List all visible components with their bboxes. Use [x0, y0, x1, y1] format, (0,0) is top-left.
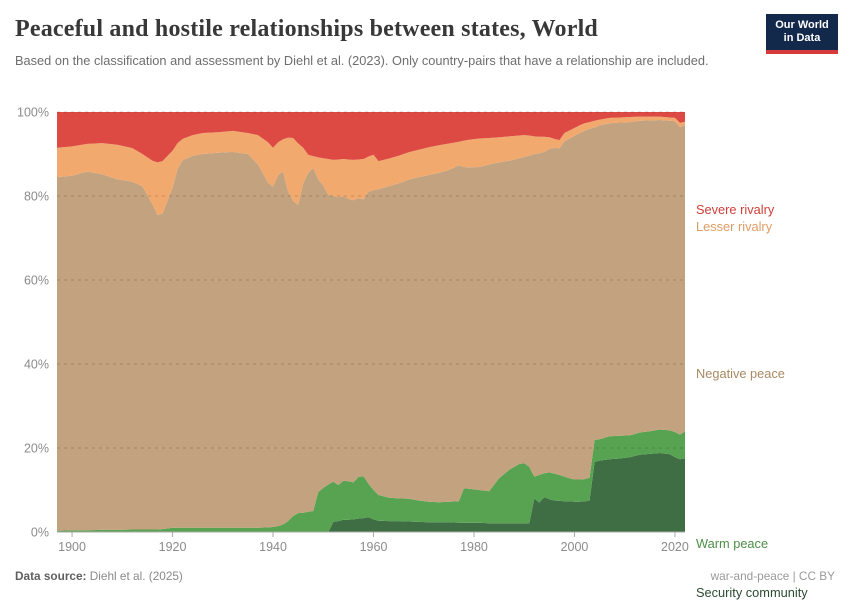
area-lesser-rivalry[interactable] [57, 116, 685, 215]
chart-footer: Data source: Diehl et al. (2025) war-and… [15, 569, 835, 583]
y-tick-label-20: 20% [24, 442, 49, 456]
area-negative-peace[interactable] [57, 120, 685, 531]
owid-logo-line2: in Data [783, 32, 821, 44]
x-tick-label-2000: 2000 [561, 540, 589, 554]
y-tick-label-100: 100% [17, 106, 49, 120]
x-tick-label-1920: 1920 [159, 540, 187, 554]
data-source-value: Diehl et al. (2025) [89, 569, 183, 583]
y-tick-label-0: 0% [31, 526, 49, 540]
owid-logo[interactable]: Our World in Data [766, 14, 838, 54]
series-label-security-community: Security community [696, 585, 808, 600]
area-severe-rivalry[interactable] [57, 112, 685, 163]
plot-canvas[interactable]: 0% 20% 40% 60% 80% 100% 1900 1920 1940 1960 1980 20… [17, 106, 689, 555]
license-note[interactable]: war-and-peace | CC BY [710, 569, 835, 583]
series-label-severe-rivalry: Severe rivalry [696, 202, 775, 217]
data-source-label: Data source: [15, 569, 87, 583]
chart-subtitle: Based on the classification and assessme… [15, 53, 709, 68]
y-tick-label-60: 60% [24, 274, 49, 288]
x-tick-label-2020: 2020 [661, 540, 689, 554]
x-tick-label-1980: 1980 [460, 540, 488, 554]
x-tick-label-1900: 1900 [58, 540, 86, 554]
area-security-community[interactable] [57, 453, 685, 532]
y-tick-label-40: 40% [24, 358, 49, 372]
page-title: Peaceful and hostile relationships betwe… [15, 16, 598, 42]
area-warm-peace[interactable] [57, 429, 685, 533]
series-label-warm-peace: Warm peace [696, 536, 769, 551]
owid-logo-line1: Our World [775, 19, 829, 31]
stacked-area-chart[interactable]: 0% 20% 40% 60% 80% 100% 1900 1920 1940 1960 1980 20… [0, 96, 850, 600]
y-tick-label-80: 80% [24, 190, 49, 204]
x-tick-label-1960: 1960 [360, 540, 388, 554]
x-tick-label-1940: 1940 [259, 540, 287, 554]
data-source: Data source: Diehl et al. (2025) [15, 569, 183, 583]
series-label-lesser-rivalry: Lesser rivalry [696, 219, 773, 234]
series-label-negative-peace: Negative peace [696, 366, 785, 381]
